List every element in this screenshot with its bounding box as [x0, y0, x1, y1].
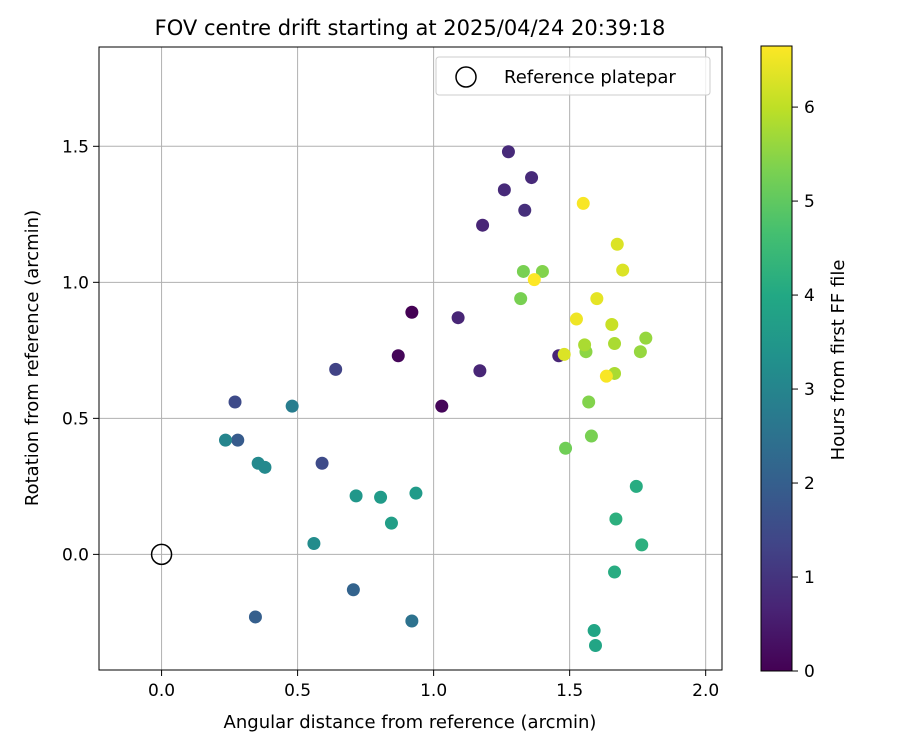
data-point [635, 538, 649, 552]
legend: Reference platepar [435, 56, 711, 96]
y-tick-label: 1.0 [62, 273, 89, 293]
data-point [590, 292, 604, 306]
colorbar-tick-label: 0 [804, 662, 815, 682]
data-point [582, 395, 596, 409]
x-tick-label: 1.0 [420, 681, 447, 701]
data-point [525, 171, 539, 185]
data-point [374, 490, 388, 504]
data-point [599, 369, 613, 383]
y-tick-label: 1.5 [62, 137, 89, 157]
data-point [329, 362, 343, 376]
data-point [576, 196, 590, 210]
data-point [409, 486, 423, 500]
data-point [609, 512, 623, 526]
legend-entry-label: Reference platepar [504, 67, 676, 88]
data-point [514, 292, 528, 306]
data-point [473, 364, 487, 378]
data-point [639, 331, 653, 345]
colorbar-gradient [760, 45, 793, 672]
y-tick-label: 0.5 [62, 409, 89, 429]
data-point [285, 399, 299, 413]
data-point [231, 433, 245, 447]
legend-box [435, 56, 711, 96]
x-axis-label: Angular distance from reference (arcmin) [224, 712, 597, 733]
x-tick-label: 1.5 [556, 681, 583, 701]
data-point [476, 218, 490, 232]
data-point [451, 311, 465, 325]
colorbar-tick-label: 2 [804, 474, 815, 494]
data-point [258, 460, 272, 474]
grid-lines [99, 47, 722, 670]
data-point [608, 337, 622, 351]
x-axis-ticks: 0.0 0.5 1.0 1.5 2.0 [148, 670, 719, 701]
x-tick-label: 0.0 [148, 681, 175, 701]
colorbar-tick-label: 5 [804, 192, 815, 212]
colorbar-label: Hours from first FF file [828, 260, 849, 461]
data-point [584, 429, 598, 443]
data-point [559, 441, 573, 455]
data-point [578, 338, 592, 352]
data-point [248, 610, 262, 624]
data-point [405, 305, 419, 319]
legend-marker-icon [455, 66, 477, 88]
data-point [608, 565, 622, 579]
data-point [391, 349, 405, 363]
y-axis-ticks: 0.0 0.5 1.0 1.5 [62, 137, 99, 565]
data-point [569, 312, 583, 326]
data-point [501, 145, 515, 159]
chart-title: FOV centre drift starting at 2025/04/24 … [155, 16, 666, 40]
colorbar-tick-label: 3 [804, 380, 815, 400]
data-point [219, 433, 233, 447]
colorbar-tick-label: 1 [804, 568, 815, 588]
data-point [610, 237, 624, 251]
data-point [315, 456, 329, 470]
data-point [633, 345, 647, 359]
x-tick-label: 2.0 [692, 681, 719, 701]
data-point [516, 264, 530, 278]
data-point [605, 317, 619, 331]
data-point [384, 516, 398, 530]
data-point [588, 639, 602, 653]
data-point [557, 347, 571, 361]
data-point [527, 273, 541, 287]
data-point [405, 614, 419, 628]
data-point [616, 263, 630, 277]
x-tick-label: 0.5 [284, 681, 311, 701]
data-point [535, 264, 549, 278]
colorbar-ticks: 0 1 2 3 4 5 6 [792, 98, 815, 682]
plot-frame [98, 46, 723, 671]
colorbar-tick-label: 4 [804, 286, 815, 306]
colorbar-tick-label: 6 [804, 98, 815, 118]
data-point [587, 624, 601, 638]
y-tick-label: 0.0 [62, 545, 89, 565]
y-axis-label: Rotation from reference (arcmin) [22, 210, 43, 506]
colorbar: 0 1 2 3 4 5 6 Hours from first FF file [760, 45, 849, 682]
scatter-points [219, 145, 653, 653]
data-point [497, 183, 511, 197]
reference-platepar-marker [150, 543, 173, 566]
data-point [228, 395, 242, 409]
data-point [346, 583, 360, 597]
data-point [518, 203, 532, 217]
data-point [307, 536, 321, 550]
data-point [435, 399, 449, 413]
data-point [629, 479, 643, 493]
data-point [349, 489, 363, 503]
